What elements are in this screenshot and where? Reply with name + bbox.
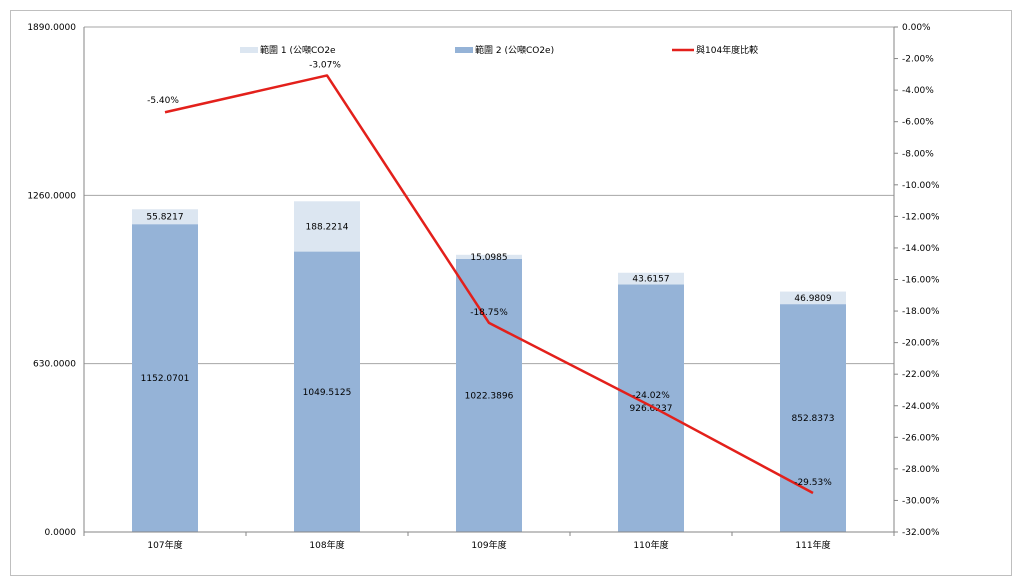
legend-item-scope1-label: 範圍 1 (公噸CO2e [260, 44, 336, 56]
bar-scope2-value-label: 852.8373 [792, 414, 835, 424]
y2-axis-tick-label: -24.00% [902, 402, 940, 412]
line-point-label: -29.53% [794, 478, 832, 488]
y2-axis-tick-label: -28.00% [902, 465, 940, 475]
y2-axis-tick-label: -26.00% [902, 433, 940, 443]
bar-scope2 [294, 251, 360, 532]
bar-scope1 [780, 291, 846, 305]
bar-scope2-value-label: 1152.0701 [141, 374, 190, 384]
y2-axis-tick-label: -6.00% [902, 118, 934, 128]
bar-scope2-value-label: 1049.5125 [303, 388, 352, 398]
y2-axis-tick-label: -14.00% [902, 244, 940, 254]
bar-scope1 [132, 209, 198, 225]
x-axis-tick-label: 110年度 [633, 539, 668, 551]
y2-axis-tick-label: -30.00% [902, 496, 940, 506]
y-axis-tick-label: 1260.0000 [27, 191, 76, 201]
y-axis-tick-label: 1890.0000 [27, 23, 76, 33]
y2-axis-tick-label: -4.00% [902, 86, 934, 96]
bar-scope2 [132, 224, 198, 532]
legend-item-comparison-label: 與104年度比較 [696, 44, 758, 56]
legend-item-scope1-swatch [240, 47, 258, 53]
x-axis-tick-label: 109年度 [471, 539, 506, 551]
x-axis-tick-label: 108年度 [309, 539, 344, 551]
legend-item-scope2-label: 範圍 2 (公噸CO2e) [475, 44, 554, 56]
y2-axis-tick-label: -32.00% [902, 528, 940, 538]
bar-scope1-value-label: 188.2214 [306, 222, 349, 232]
bar-scope2-value-label: 926.6237 [630, 404, 673, 414]
line-point-label: -24.02% [632, 391, 670, 401]
y2-axis-tick-label: -8.00% [902, 149, 934, 159]
line-point-label: -18.75% [470, 308, 508, 318]
line-point-label: -3.07% [309, 60, 341, 70]
line-series-path [164, 74, 814, 495]
bar-scope1 [618, 272, 684, 285]
bar-scope1 [456, 254, 522, 259]
bar-scope1-value-label: 46.9809 [794, 294, 831, 304]
y2-axis-tick-label: -2.00% [902, 55, 934, 65]
y-axis-tick-label: 0.0000 [45, 528, 77, 538]
y2-axis-tick-label: -10.00% [902, 181, 940, 191]
y2-axis-tick-label: -18.00% [902, 307, 940, 317]
bar-scope1-value-label: 55.8217 [146, 213, 183, 223]
bar-scope2 [780, 304, 846, 532]
y-axis-tick-label: 630.0000 [33, 360, 76, 370]
line-point-label: -5.40% [147, 96, 179, 106]
bar-scope2-value-label: 1022.3896 [465, 391, 514, 401]
y2-axis-tick-label: -22.00% [902, 370, 940, 380]
bar-scope1-value-label: 43.6157 [632, 275, 669, 285]
legend-item-scope2-swatch [455, 47, 473, 53]
y2-axis-tick-label: -16.00% [902, 276, 940, 286]
x-axis-tick-label: 111年度 [795, 539, 830, 551]
y2-axis-tick-label: 0.00% [902, 23, 931, 33]
bar-scope1 [294, 201, 360, 252]
bar-scope2 [618, 284, 684, 532]
y2-axis-tick-label: -12.00% [902, 212, 940, 222]
x-axis-tick-label: 107年度 [147, 539, 182, 551]
bar-scope2 [456, 258, 522, 532]
y2-axis-tick-label: -20.00% [902, 339, 940, 349]
chart-frame [10, 10, 1012, 576]
bar-scope1-value-label: 15.0985 [470, 253, 507, 263]
